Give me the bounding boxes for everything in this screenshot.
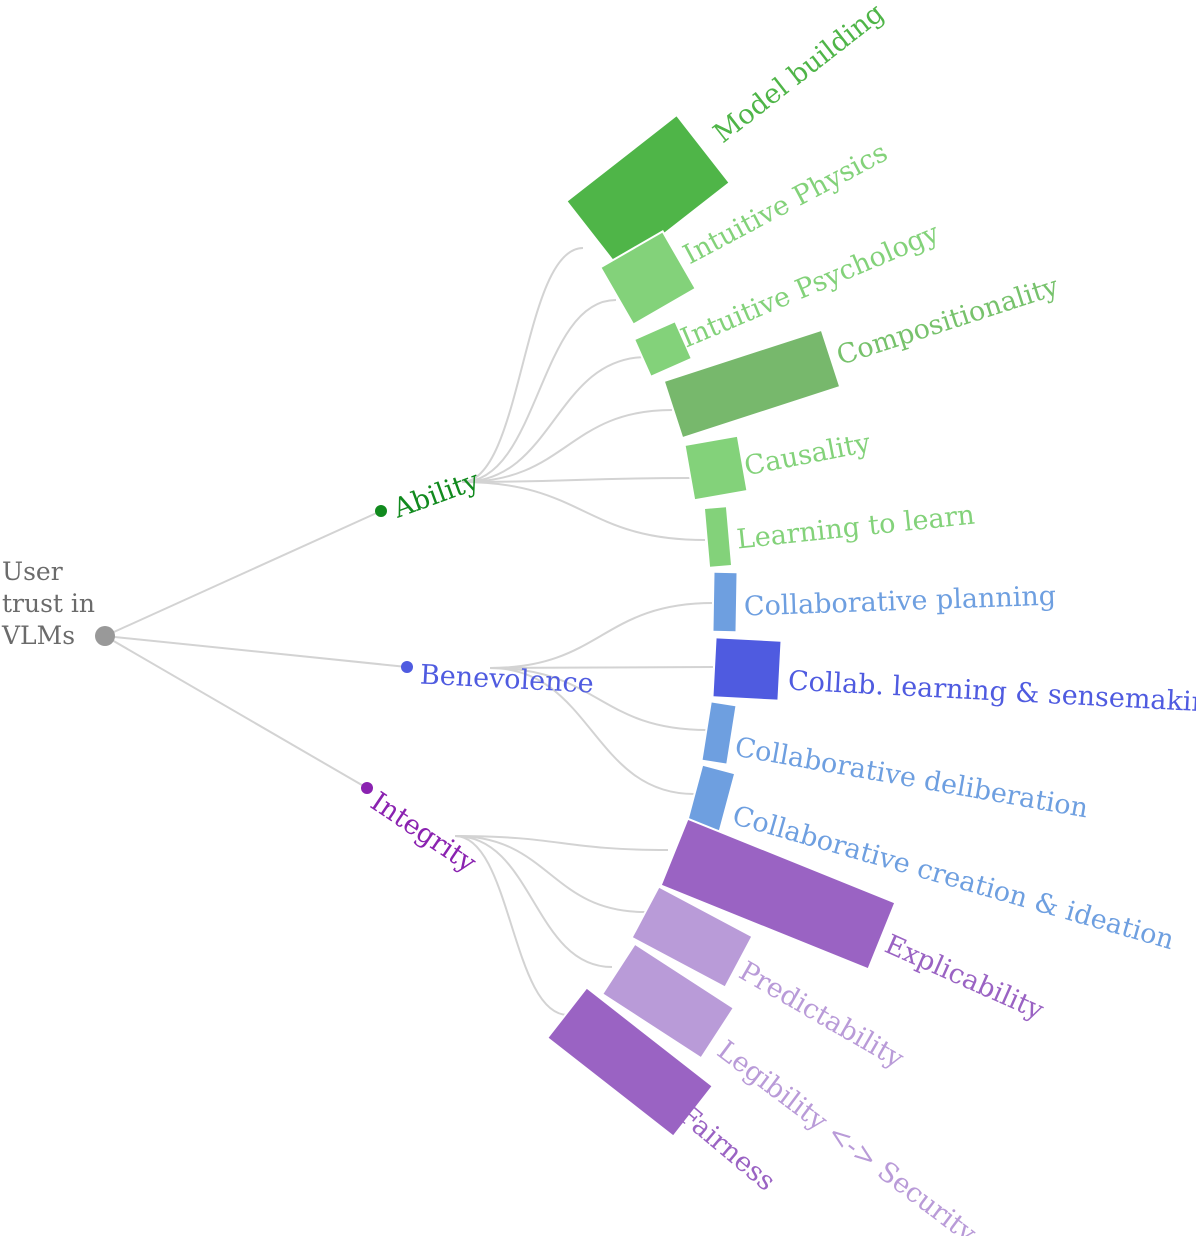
link-integrity-leaf-0: [454, 835, 669, 851]
bar-benevolence-2: [700, 700, 738, 766]
leaf-label-integrity-3: Fairness: [673, 1099, 782, 1197]
leaf-label-integrity-0: Explicability: [880, 929, 1049, 1027]
link-ability-leaf-0: [461, 247, 584, 483]
leaf-label-benevolence-2: Collaborative deliberation: [732, 732, 1090, 825]
root-label-line-2: trust in: [2, 589, 96, 618]
branch-label-ability: Ability: [388, 465, 484, 525]
link-ability-leaf-2: [461, 356, 648, 483]
branch-label-benevolence: Benevolence: [419, 660, 594, 700]
link-integrity-leaf-2: [454, 835, 613, 968]
root-node: [95, 626, 115, 646]
link-benevolence-leaf-0: [489, 602, 714, 669]
link-root-benevolence: [104, 635, 408, 668]
link-ability-leaf-3: [461, 409, 673, 483]
link-benevolence-leaf-2: [489, 667, 708, 731]
bars-layer: [545, 113, 897, 1138]
link-benevolence-leaf-1: [489, 666, 714, 669]
leaf-label-ability-4: Causality: [742, 427, 874, 482]
link-root-integrity: [104, 635, 368, 789]
bar-ability-3: [662, 328, 842, 440]
leaf-label-benevolence-1: Collab. learning & sensemaking: [787, 666, 1196, 720]
bar-ability-5: [702, 505, 734, 569]
bar-ability-0: [564, 113, 732, 271]
bar-ability-4: [683, 434, 749, 502]
bar-integrity-3: [545, 986, 715, 1138]
link-integrity-leaf-3: [454, 835, 569, 1016]
bar-integrity-2: [600, 942, 736, 1060]
bar-benevolence-1: [711, 636, 783, 702]
bar-integrity-0: [659, 817, 897, 971]
branch-dot-ability: [375, 505, 387, 517]
bar-ability-2: [632, 319, 694, 379]
leaf-label-ability-5: Learning to learn: [735, 500, 976, 556]
root-label-line-3: VLMs: [2, 621, 76, 650]
leaf-label-ability-3: Compositionality: [833, 271, 1063, 372]
leaf-label-integrity-2: Legibility <-> Security: [711, 1035, 982, 1236]
link-ability-leaf-4: [461, 477, 691, 483]
bar-benevolence-0: [711, 570, 739, 634]
link-ability-leaf-1: [461, 299, 617, 483]
leaf-label-benevolence-0: Collaborative planning: [743, 581, 1056, 623]
bar-integrity-1: [630, 885, 754, 989]
link-root-ability: [104, 510, 382, 637]
links-layer: [104, 247, 714, 1016]
root-label: User trust in VLMs: [2, 556, 95, 652]
leaf-label-ability-0: Model building: [708, 0, 890, 149]
nodes-layer: [95, 505, 413, 794]
root-label-line-1: User: [2, 557, 63, 586]
branch-label-integrity: Integrity: [365, 786, 482, 879]
branch-dot-benevolence: [401, 661, 413, 673]
branch-dot-integrity: [361, 782, 373, 794]
bar-ability-1: [598, 230, 698, 326]
link-integrity-leaf-1: [454, 835, 646, 913]
link-benevolence-leaf-3: [489, 667, 695, 795]
link-ability-leaf-5: [461, 481, 706, 541]
